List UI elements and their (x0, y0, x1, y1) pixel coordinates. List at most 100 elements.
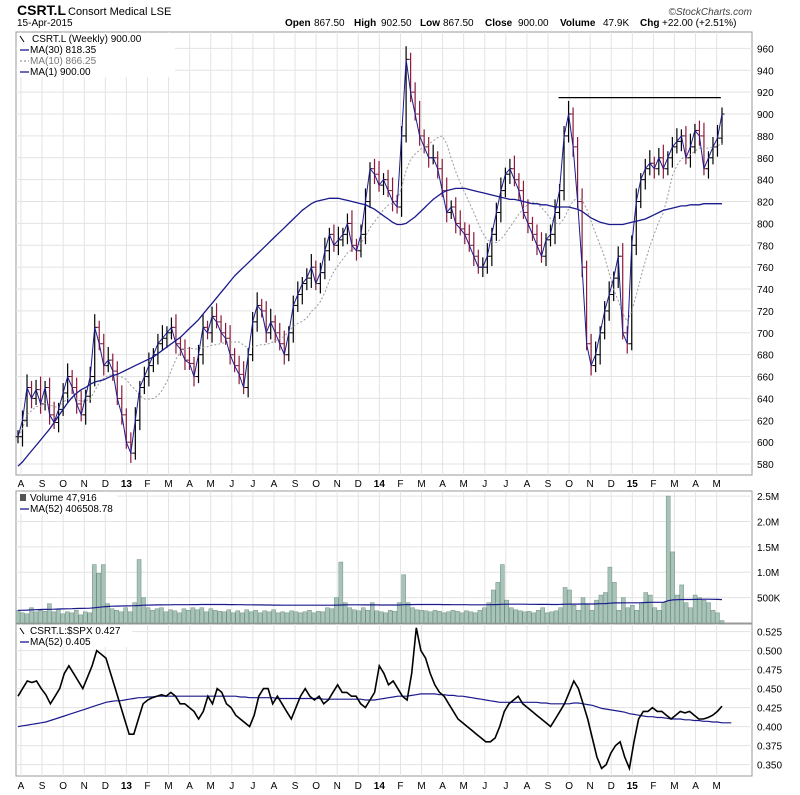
price-xtick-label: J (482, 479, 487, 490)
volume-bar (710, 610, 716, 624)
volume-bar (311, 612, 317, 624)
0-ytick-label: 860 (757, 154, 774, 165)
price-xtick-label: 13 (121, 479, 133, 490)
ratio-line (17, 627, 723, 772)
volume-bar (284, 612, 290, 624)
price-xtick-label: M (417, 479, 425, 490)
volume-bar (56, 608, 61, 624)
volume-ma-line (18, 598, 723, 611)
volume-bar (526, 611, 532, 624)
ma10-line (17, 135, 723, 437)
volume-bar (257, 612, 263, 624)
price-xtick-label: S (292, 479, 299, 490)
volume-bar (715, 612, 720, 624)
0-ytick-label: 960 (757, 44, 774, 55)
2-frame (15, 623, 753, 777)
volume-bar (410, 607, 415, 624)
price-xtick-label: M (460, 479, 468, 490)
volume-bar (239, 612, 245, 624)
volume-bar (20, 612, 25, 624)
2-ytick-label: 0.375 (757, 742, 782, 753)
volume-bar (230, 612, 236, 624)
price-xtick-label: S (39, 479, 46, 490)
ratio-xtick-label: M (417, 781, 425, 792)
volume-bar (361, 607, 366, 624)
volume-bar (491, 589, 496, 624)
volume-title: Volume 47,916 (30, 493, 97, 504)
volume-bar (661, 602, 666, 624)
volume-bar (334, 597, 339, 624)
volume-label: Volume (560, 18, 596, 29)
volume-bar (423, 610, 429, 624)
volume-bar (163, 611, 169, 624)
volume-bar (159, 607, 164, 624)
price-legend-bg (17, 33, 175, 77)
volume-bar (302, 611, 308, 624)
high-label: High (354, 18, 376, 29)
legend-entry: MA(52) 406508.78 (30, 504, 113, 515)
0-ytick-label: 720 (757, 307, 774, 318)
ratio-xtick-label: D (608, 781, 615, 792)
price-xtick-label: F (397, 479, 403, 490)
volume-bar (665, 495, 671, 624)
0-ytick-label: 840 (757, 176, 774, 187)
volume-bar (316, 611, 321, 624)
volume-bar (100, 564, 106, 624)
volume-bar (356, 610, 362, 624)
ma1-line (17, 59, 723, 456)
volume-bar (571, 604, 577, 624)
volume-bar (616, 610, 622, 624)
volume-bar (477, 610, 483, 624)
volume-bar (482, 607, 487, 624)
volume-bar (118, 611, 124, 624)
volume-bar (195, 609, 200, 624)
volume-bar (670, 551, 675, 624)
0-ytick-label: 780 (757, 241, 774, 252)
ratio-xtick-label: N (587, 781, 594, 792)
volume-bar (168, 609, 173, 624)
ratio-xtick-label: S (39, 781, 46, 792)
volume-bar (33, 611, 39, 624)
0-ytick-label: 620 (757, 416, 774, 427)
price-xtick-label: D (608, 479, 615, 490)
volume-bar (517, 610, 523, 624)
volume-bar (42, 611, 48, 624)
volume-bar (123, 607, 128, 624)
volume-bar (459, 612, 465, 624)
volume-bar (643, 592, 649, 624)
2-ytick-label: 0.425 (757, 704, 782, 715)
volume-bar (136, 559, 142, 624)
ratio-xtick-label: F (144, 781, 150, 792)
legend-entry: MA(1) 900.00 (30, 67, 91, 78)
chg-label: Chg (640, 18, 659, 29)
volume-bar (145, 607, 151, 624)
0-ytick-label: 820 (757, 198, 774, 209)
volume-bar (83, 611, 88, 624)
volume-icon (20, 494, 26, 501)
ratio-xtick-label: 14 (374, 781, 386, 792)
volume-bar (387, 610, 393, 624)
volume-bar (60, 613, 66, 624)
volume-legend-bg (17, 492, 117, 514)
price-xtick-label: 15 (627, 479, 639, 490)
volume-bar (307, 610, 312, 624)
volume-bar (455, 611, 460, 624)
volume-bar (468, 611, 474, 624)
volume-bar (29, 607, 34, 624)
volume-bar (208, 608, 214, 624)
price-xtick-label: O (565, 479, 573, 490)
volume-bar (437, 611, 442, 624)
price-xtick-label: N (587, 479, 594, 490)
volume-bar (692, 594, 698, 624)
ratio-xtick-label: A (439, 781, 446, 792)
volume-bar (553, 610, 559, 624)
volume-bar (607, 566, 613, 624)
volume-bar (432, 610, 438, 624)
volume-bar (141, 597, 146, 624)
volume-bar (508, 607, 514, 624)
0-ytick-label: 800 (757, 219, 774, 230)
volume-bar (127, 611, 133, 624)
0-ytick-label: 940 (757, 66, 774, 77)
ratio-xtick-label: J (503, 781, 508, 792)
0-ytick-label: 880 (757, 132, 774, 143)
